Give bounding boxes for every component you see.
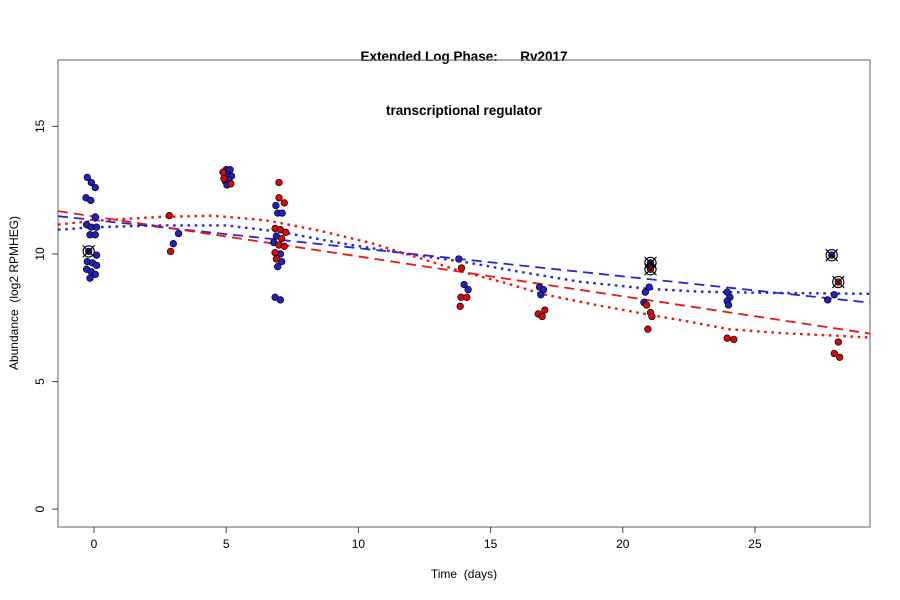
blue-point [91,270,99,279]
blue-point [641,288,649,296]
blue-point [537,291,545,299]
y-tick-label: 5 [33,378,47,385]
blue-point [455,255,463,263]
blue-point [92,223,101,231]
blue-point [91,231,99,239]
red-point [835,353,844,361]
blue-point [86,274,94,282]
red-point [275,178,283,187]
red-point [463,293,471,301]
red-outlier-marker [644,262,657,276]
red-point [278,234,286,243]
blue-point [645,283,653,291]
red-point [282,228,290,236]
blue-point [174,229,183,238]
x-tick-label: 0 [91,537,98,551]
plot-box [57,59,871,528]
trend-lines [57,210,871,339]
red-point [165,212,173,220]
y-axis: 0 5 10 15 [33,119,58,512]
x-tick-label: 10 [352,537,366,551]
x-tick-label: 15 [484,537,498,551]
red-point [219,168,227,176]
x-tick-label: 25 [748,537,762,551]
blue-point [278,209,286,217]
blue-point [83,173,91,182]
red-point [834,338,842,346]
x-tick-label: 20 [616,537,630,551]
red-point [541,306,549,314]
x-axis-label: Time (days) [430,567,498,581]
red-point [730,335,738,344]
blue-point [464,286,472,294]
blue-linear-fit [57,215,871,304]
red-point [275,194,283,202]
y-axis-label: Abundance (log2 RPMHEG) [7,215,21,371]
red-point [456,302,464,310]
red-outlier-marker [831,275,845,289]
red-point [166,247,175,256]
blue-point [824,296,832,304]
y-tick-label: 15 [33,119,47,133]
blue-point [169,240,177,248]
y-tick-label: 0 [33,505,47,512]
blue-point [272,201,280,210]
red-point [457,264,466,272]
blue-outlier-marker [82,245,96,258]
x-axis: 0 5 10 15 20 25 [91,527,762,551]
red-point [538,312,546,321]
red-point [280,242,288,250]
red-point [227,180,235,188]
blue-point [276,296,285,304]
blue-point [724,301,733,309]
red-linear-fit [57,210,871,335]
figure-title-line2: transcriptional regulator [385,103,543,118]
blue-point [830,291,838,299]
red-point [723,334,731,342]
red-point [220,175,228,183]
blue-point [92,261,101,270]
y-tick-label: 10 [33,247,47,261]
outlier-markers [82,245,845,289]
red-point [272,255,281,263]
blue-point [460,280,468,289]
blue-smooth-fit [57,224,871,295]
red-smooth-fit [57,214,871,339]
blue-point [87,178,95,187]
blue-outlier-marker [644,256,657,270]
red-point [280,199,288,207]
blue-outlier-marker [825,248,839,262]
blue-point [91,183,99,192]
blue-point [274,263,282,271]
blue-point [91,213,99,221]
data-points [82,166,844,361]
blue-point [87,196,95,205]
red-point [271,249,279,257]
red-point [830,349,838,358]
red-point [642,301,651,309]
x-tick-label: 5 [223,537,230,551]
red-point [648,312,656,321]
red-point [644,325,652,333]
